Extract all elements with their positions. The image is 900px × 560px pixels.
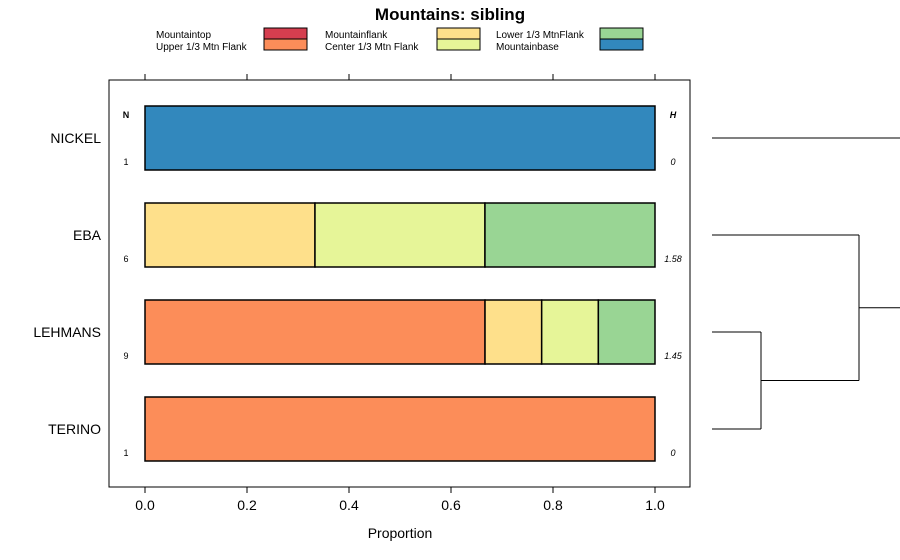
plot-frame	[108, 79, 691, 488]
legend-label-1: Mountaintop	[156, 30, 211, 41]
x-tick-label-5: 1.0	[645, 497, 665, 513]
legend-swatch-4	[436, 38, 481, 51]
h-value-terino: 0	[670, 448, 675, 458]
bar-segment-lehmans-4	[597, 299, 656, 365]
legend-swatch-5	[599, 27, 644, 40]
n-value-eba: 6	[123, 254, 128, 264]
n-column-header: N	[123, 110, 130, 120]
n-value-terino: 1	[123, 448, 128, 458]
n-value-lehmans: 9	[123, 351, 128, 361]
h-value-lehmans: 1.45	[664, 351, 683, 361]
x-tick-label-0: 0.0	[135, 497, 155, 513]
legend-swatch-1	[263, 27, 308, 40]
x-tick-label-2: 0.4	[339, 497, 359, 513]
legend-swatch-6	[599, 38, 644, 51]
bar-segment-terino-1	[144, 396, 656, 462]
bar-segment-eba-1	[144, 202, 316, 268]
row-label-terino: TERINO	[48, 421, 101, 437]
legend-swatch-3	[436, 27, 481, 40]
row-label-lehmans: LEHMANS	[33, 324, 101, 340]
legend-label-2: Upper 1/3 Mtn Flank	[156, 42, 248, 53]
x-tick-label-3: 0.6	[441, 497, 461, 513]
chart-title: Mountains: sibling	[375, 5, 525, 24]
h-column-header: H	[670, 110, 677, 120]
row-label-nickel: NICKEL	[50, 130, 101, 146]
bar-segment-lehmans-1	[144, 299, 486, 365]
row-label-eba: EBA	[73, 227, 102, 243]
x-axis-title: Proportion	[368, 525, 433, 541]
legend-swatch-2	[263, 38, 308, 51]
legend-label-5: Lower 1/3 MtnFlank	[496, 30, 585, 41]
legend-label-6: Mountainbase	[496, 42, 559, 53]
h-value-eba: 1.58	[664, 254, 682, 264]
legend-label-3: Mountainflank	[325, 30, 388, 41]
bar-segment-eba-3	[484, 202, 656, 268]
x-tick-label-1: 0.2	[237, 497, 257, 513]
legend-label-4: Center 1/3 Mtn Flank	[325, 42, 419, 53]
bar-segment-lehmans-2	[484, 299, 543, 365]
h-value-nickel: 0	[670, 157, 675, 167]
bar-segment-nickel-1	[144, 105, 656, 171]
x-tick-label-4: 0.8	[543, 497, 563, 513]
bar-segment-lehmans-3	[540, 299, 600, 365]
bar-segment-eba-2	[314, 202, 486, 268]
n-value-nickel: 1	[123, 157, 128, 167]
